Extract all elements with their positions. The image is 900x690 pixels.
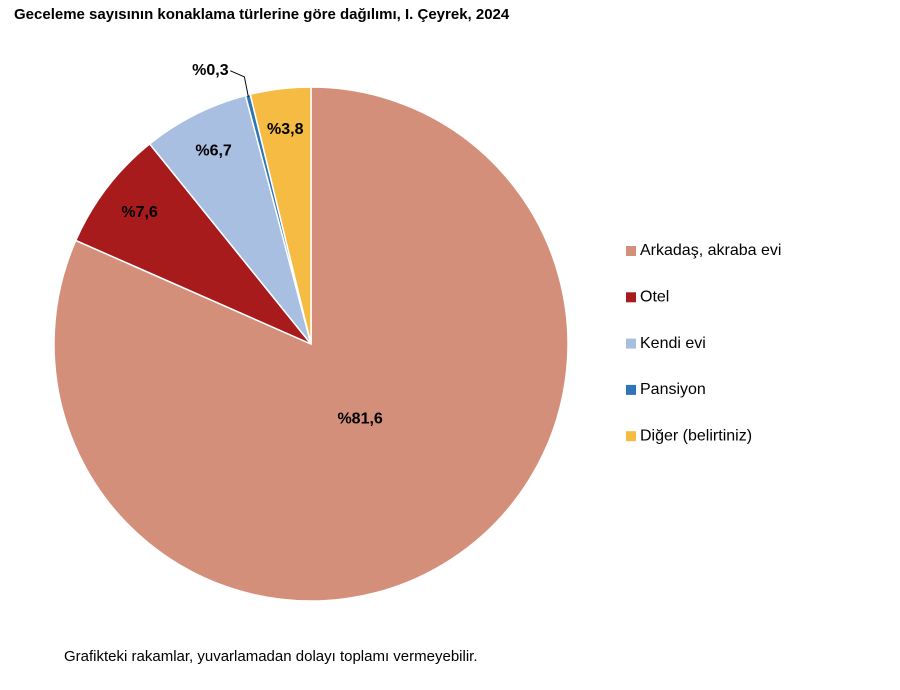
- data-label: %6,7: [195, 143, 232, 160]
- pie-slice: [148, 94, 312, 345]
- pie-slice: [74, 142, 312, 345]
- data-label: %3,8: [267, 121, 304, 138]
- legend-swatch: [626, 292, 636, 303]
- data-label: %81,6: [337, 411, 382, 428]
- legend-swatch: [626, 246, 636, 256]
- data-label: %0,3: [192, 62, 229, 79]
- leader-line: [230, 70, 249, 97]
- pie-slice: [53, 86, 569, 602]
- legend-label: Diğer (belirtiniz): [640, 427, 752, 444]
- legend-label: Pansiyon: [640, 381, 706, 398]
- data-label: %7,6: [121, 204, 158, 221]
- pie-slice: [249, 86, 312, 345]
- legend-label: Arkadaş, akraba evi: [640, 242, 781, 259]
- legend-label: Kendi evi: [640, 335, 706, 352]
- legend-label: Otel: [640, 289, 669, 306]
- legend-swatch: [626, 431, 636, 442]
- legend-swatch: [626, 384, 636, 395]
- chart-title: Geceleme sayısının konaklama türlerine g…: [14, 6, 510, 23]
- footnote: Grafikteki rakamlar, yuvarlamadan dolayı…: [64, 648, 478, 665]
- legend-swatch: [626, 338, 636, 349]
